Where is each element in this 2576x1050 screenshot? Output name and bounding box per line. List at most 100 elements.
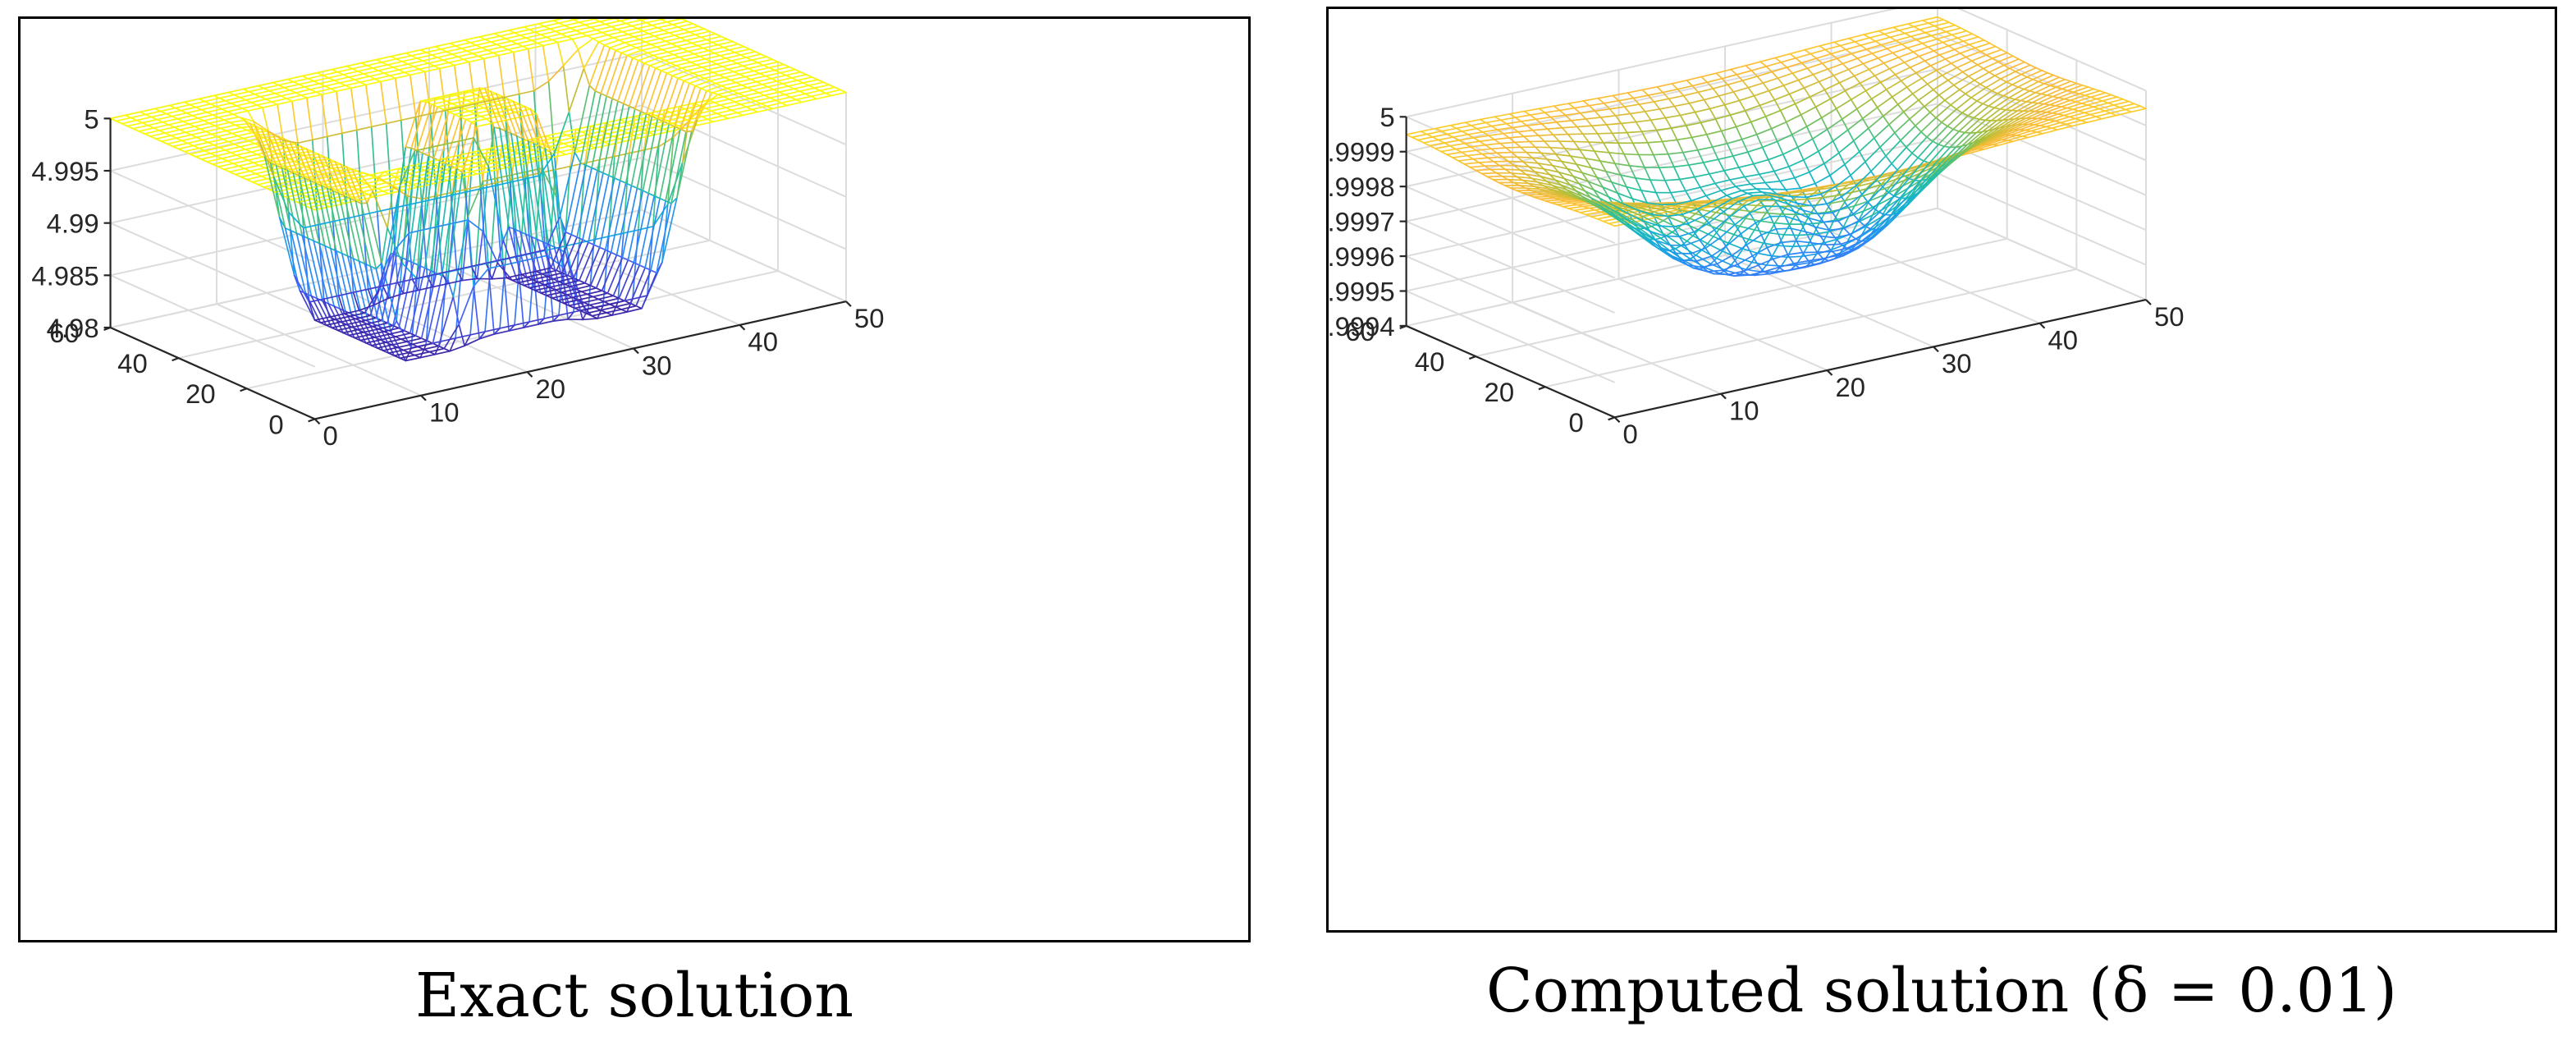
left-mesh-segment (508, 26, 524, 31)
left-mesh-segment (372, 322, 388, 328)
left-mesh-segment (315, 182, 332, 250)
left-mesh-segment (478, 87, 495, 129)
right-mesh-segment (1756, 76, 1764, 84)
left-mesh-segment (496, 178, 512, 184)
left-mesh-segment (443, 140, 460, 145)
right-mesh-segment (1918, 55, 1926, 62)
right-mesh-segment (1924, 31, 1933, 37)
right-mesh-segment (1837, 213, 1854, 222)
left-mesh-segment (648, 108, 666, 114)
right-mesh-segment (2116, 111, 2132, 117)
right-mesh-segment (1519, 169, 1536, 172)
right-mesh-segment (1697, 91, 1705, 101)
left-mesh-segment (565, 162, 582, 233)
left-mesh-segment (519, 31, 536, 36)
left-mesh-segment (583, 246, 601, 284)
left-mesh-segment (476, 230, 484, 280)
left-mesh-segment (660, 70, 668, 74)
right-mesh-segment (1892, 52, 1900, 58)
left-mesh-segment (334, 161, 351, 199)
right-mesh-segment (1768, 89, 1776, 101)
right-mesh-segment (1750, 181, 1766, 186)
left-mesh-segment (662, 77, 679, 122)
left-mesh-segment (710, 107, 727, 112)
right-mesh-segment (1979, 107, 1995, 121)
left-mesh-segment (428, 347, 446, 353)
right-mesh-segment (1522, 161, 1539, 164)
left-mesh-segment (367, 288, 375, 306)
left-mesh-segment (574, 304, 591, 309)
right-mesh-segment (2084, 89, 2101, 97)
left-mesh-segment (530, 135, 547, 140)
right-mesh-segment (1836, 57, 1844, 65)
left-mesh-segment (223, 165, 240, 171)
right-mesh-segment (1761, 146, 1769, 161)
right-mesh-segment (1780, 62, 1788, 68)
left-mesh-segment (808, 81, 825, 87)
right-mesh-segment (1727, 242, 1744, 250)
left-mesh-segment (611, 54, 628, 99)
right-mesh-segment (1613, 205, 1630, 215)
left-mesh-segment (390, 146, 407, 254)
right-mesh-segment (1576, 163, 1583, 174)
left-mesh-segment (414, 351, 431, 356)
right-mesh-segment (1802, 158, 1810, 173)
right-mesh-segment (1893, 131, 1901, 141)
right-mesh-segment (1906, 131, 1922, 149)
right-mesh-segment (1564, 114, 1572, 122)
right-mesh-segment (1545, 180, 1563, 186)
left-mesh-segment (374, 75, 391, 80)
left-mesh-segment (500, 259, 508, 279)
right-mesh-segment (1925, 162, 1942, 181)
left-mesh-segment (514, 228, 530, 289)
right-mesh-segment (1803, 87, 1811, 98)
left-mesh-segment (694, 30, 711, 36)
right-mesh-segment (1531, 129, 1540, 136)
right-mesh-segment (2010, 117, 2027, 126)
right-mesh-segment (1961, 100, 1978, 114)
right-mesh-segment (1623, 106, 1631, 115)
left-mesh-segment (175, 134, 192, 140)
left-mesh-segment (583, 298, 600, 304)
right-mesh-segment (1985, 86, 1993, 92)
left-mesh-segment (740, 80, 757, 86)
left-mesh-segment (391, 341, 408, 346)
left-mesh-segment (237, 116, 254, 122)
left-mesh-segment (571, 293, 588, 299)
right-mesh-segment (2093, 102, 2109, 108)
right-mesh-segment (1714, 229, 1722, 239)
right-mesh-segment (1689, 213, 1696, 219)
left-mesh-segment (656, 202, 672, 274)
left-mesh-segment (336, 87, 352, 93)
right-mesh-segment (1956, 97, 1972, 110)
right-mesh-segment (1747, 238, 1764, 245)
right-mesh-segment (1605, 170, 1613, 183)
right-mesh-segment (1707, 269, 1724, 273)
left-mesh-segment (721, 62, 739, 67)
right-mesh-segment (1941, 66, 1958, 76)
right-mesh-segment (1842, 62, 1850, 71)
left-mesh-segment (625, 110, 642, 184)
left-mesh-segment (240, 172, 257, 178)
right-mesh-segment (1881, 212, 1898, 229)
right-mesh-segment (1910, 178, 1928, 198)
left-mesh-segment (328, 158, 345, 197)
left-mesh-segment (515, 252, 532, 258)
right-mesh-segment (2011, 76, 2028, 85)
right-mesh-segment (1481, 153, 1489, 159)
right-mesh-segment (1967, 76, 1975, 81)
right-mesh-segment (1596, 177, 1604, 188)
left-mesh-segment (180, 106, 197, 112)
right-mesh-segment (1696, 201, 1713, 210)
left-mesh-segment (450, 118, 467, 167)
left-mesh-segment (467, 181, 484, 218)
right-mesh-segment (1748, 271, 1765, 276)
right-mesh-segment (2066, 103, 2083, 109)
left-mesh-segment (580, 29, 597, 34)
right-mesh-segment (2060, 117, 2076, 124)
left-mesh-segment (230, 99, 247, 104)
right-mesh-segment (1808, 217, 1825, 223)
right-mesh-segment (1705, 190, 1722, 197)
left-mesh-segment (721, 112, 739, 117)
right-mesh-segment (1550, 193, 1567, 197)
